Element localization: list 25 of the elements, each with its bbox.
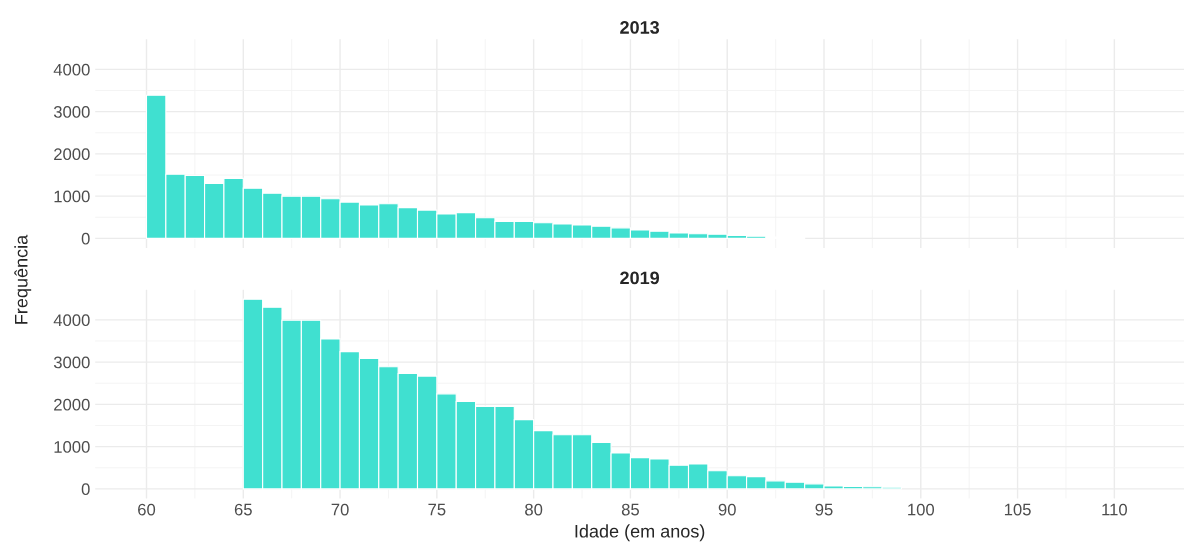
x-tick-label: 100 — [908, 503, 935, 516]
x-tick-label: 85 — [621, 503, 639, 516]
chart-title: 2013 — [620, 21, 660, 34]
x-tick-label: 90 — [718, 503, 736, 516]
x-tick-label: 70 — [331, 503, 349, 516]
x-tick-label: 105 — [1004, 503, 1031, 516]
y-tick-label: 0 — [81, 232, 90, 245]
y-tick-label: 1000 — [54, 190, 90, 203]
x-tick-label: 65 — [234, 503, 252, 516]
y-axis-title: Frequência — [14, 234, 32, 324]
y-tick-label: 0 — [81, 483, 90, 496]
y-tick-label: 2000 — [54, 398, 90, 411]
y-tick-label: 3000 — [53, 106, 90, 118]
y-tick-label: 1000 — [54, 441, 90, 453]
x-tick-label: 80 — [525, 503, 543, 516]
y-tick-label: 2000 — [54, 148, 90, 161]
y-tick-label: 4000 — [53, 314, 90, 327]
y-tick-label: 4000 — [53, 63, 90, 76]
x-tick-label: 75 — [428, 503, 446, 516]
x-tick-label: 60 — [138, 503, 156, 516]
y-tick-label: 3000 — [53, 356, 90, 369]
x-axis-title: Idade (em anos) — [575, 524, 705, 542]
chart-title: 2019 — [620, 271, 660, 285]
x-tick-label: 95 — [815, 503, 833, 516]
x-tick-label: 110 — [1102, 503, 1127, 516]
